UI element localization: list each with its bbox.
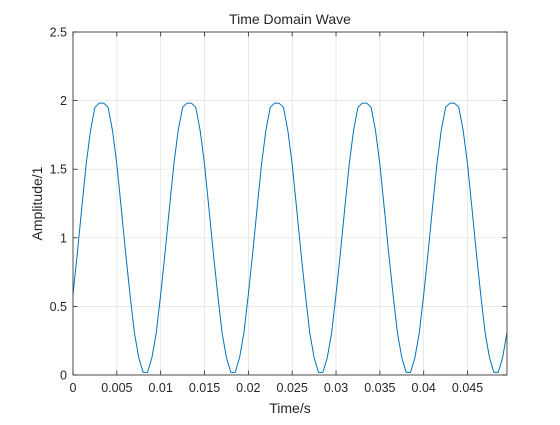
x-tick-label: 0.01 <box>149 381 173 395</box>
x-tick-label: 0.02 <box>236 381 260 395</box>
y-tick-label: 1.5 <box>50 163 67 177</box>
y-tick-labels: 0 0.5 1 1.5 2 2.5 <box>50 26 67 383</box>
x-tick-label: 0.035 <box>364 381 395 395</box>
y-axis-title: Amplitude/1 <box>29 166 45 240</box>
x-tick-label: 0.005 <box>101 381 132 395</box>
series-line <box>72 102 508 373</box>
y-tick-label: 0.5 <box>50 300 67 314</box>
x-tick-label: 0.025 <box>277 381 308 395</box>
x-axis-title: Time/s <box>269 400 310 416</box>
x-tick-label: 0.045 <box>452 381 483 395</box>
y-tick-label: 2.5 <box>50 26 67 40</box>
y-tick-label: 2 <box>60 94 67 108</box>
x-tick-labels: 0 0.005 0.01 0.015 0.02 0.025 0.03 0.035 0.04 0.0… <box>70 381 484 395</box>
chart-title: Time Domain Wave <box>229 11 351 27</box>
x-tick-label: 0 <box>70 381 77 395</box>
x-tick-label: 0.015 <box>189 381 220 395</box>
y-tick-label: 1 <box>60 231 67 245</box>
axes-box <box>72 31 508 376</box>
series-group <box>72 102 508 373</box>
x-tick-label: 0.03 <box>324 381 348 395</box>
tick-marks <box>72 31 507 376</box>
plot-area-background <box>73 32 507 375</box>
y-tick-label: 0 <box>60 369 67 383</box>
x-tick-label: 0.04 <box>412 381 436 395</box>
